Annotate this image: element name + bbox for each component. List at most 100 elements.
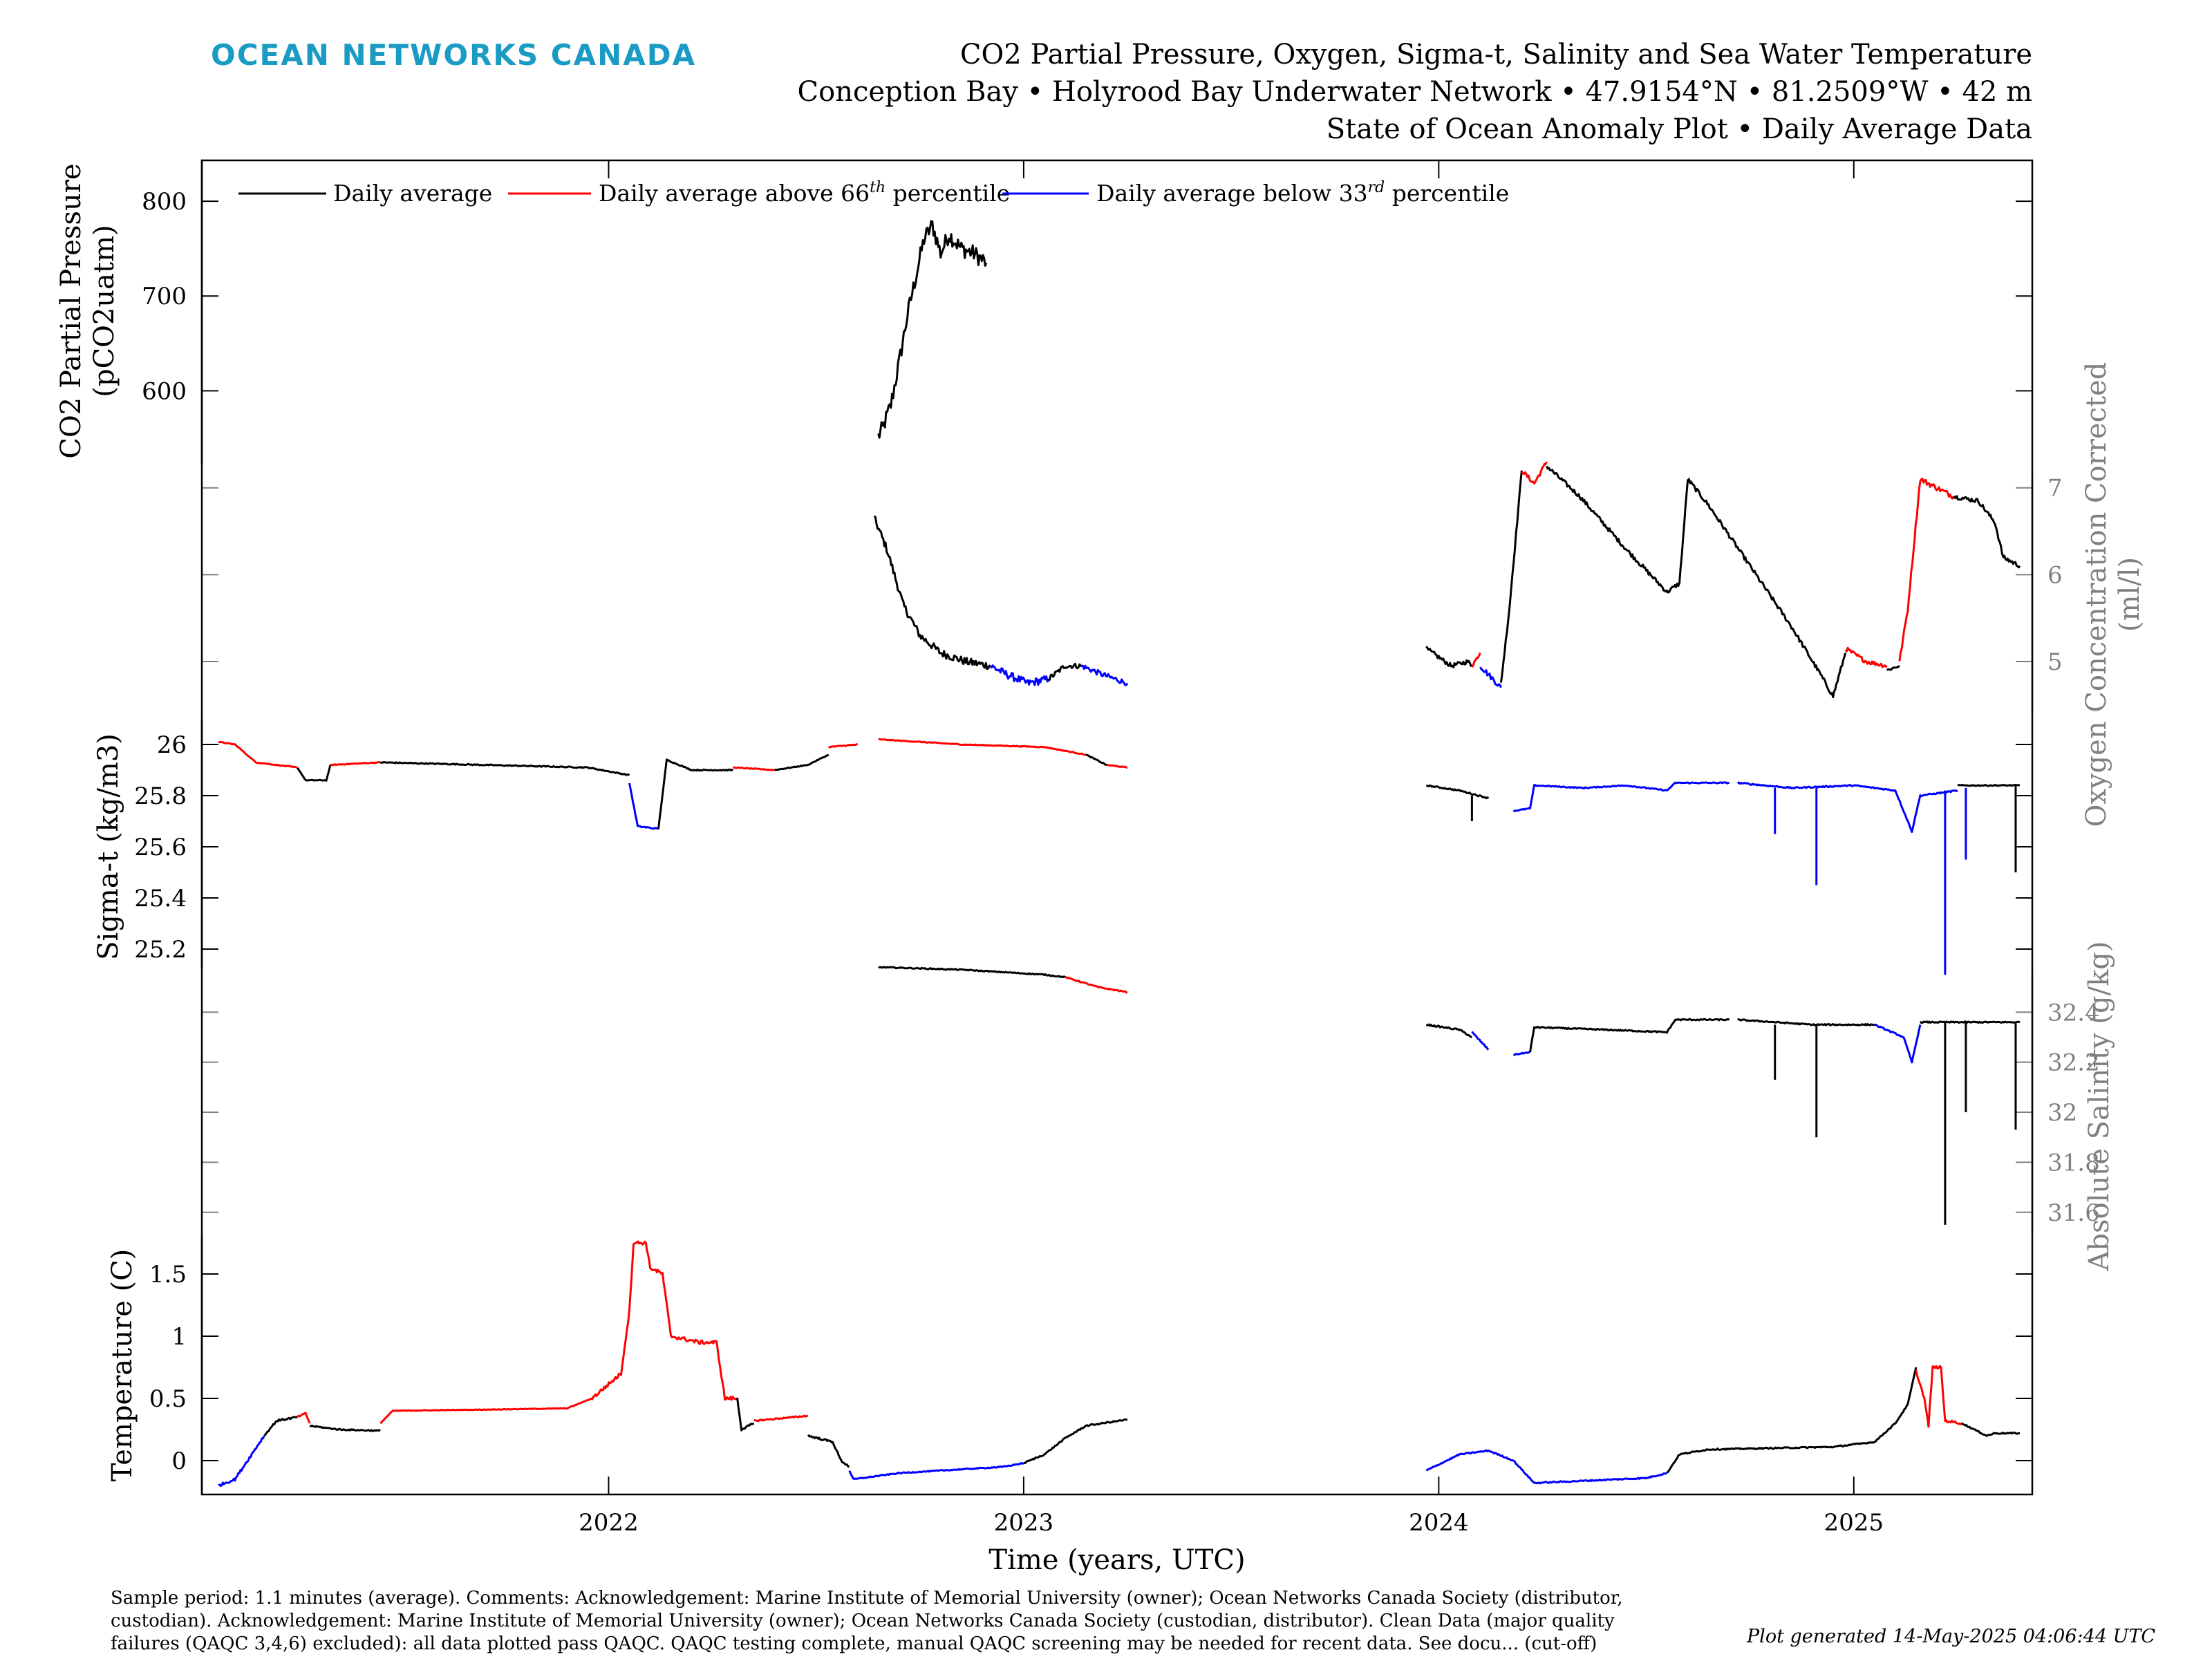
salinity-series-daily bbox=[1529, 1018, 1730, 1053]
temperature-series-below bbox=[848, 1462, 1024, 1480]
co2-y-axis-label-line: (pCO2uatm) bbox=[88, 225, 120, 397]
temperature-y-axis-label-line: Temperature (C) bbox=[106, 1249, 138, 1482]
salinity-series-daily bbox=[1919, 1020, 2021, 1024]
sigma-y-tick-label: 25.4 bbox=[134, 885, 187, 912]
sigma-panel: 25.2 25.4 25.6 25.8 26 Sigma-t (kg/m3) bbox=[93, 719, 2032, 975]
co2-series-daily bbox=[877, 220, 988, 439]
salinity-series-daily bbox=[1737, 1018, 1875, 1027]
oxygen-y-tick-label: 5 bbox=[2047, 648, 2063, 676]
sigma-series-daily bbox=[774, 753, 830, 771]
sigma-series-above bbox=[1106, 763, 1127, 769]
x-tick-label: 2023 bbox=[994, 1509, 1054, 1537]
sigma-y-tick-label: 25.6 bbox=[134, 834, 187, 861]
sigma-y-tick-label: 26 bbox=[157, 731, 187, 759]
salinity-y-tick-label: 31.6 bbox=[2047, 1199, 2100, 1227]
sigma-series-daily bbox=[296, 765, 332, 782]
oxygen-series-above bbox=[1471, 652, 1481, 668]
sigma-series-above bbox=[218, 740, 298, 769]
salinity-series-below bbox=[1513, 1051, 1530, 1056]
temperature-series-daily bbox=[263, 1416, 298, 1436]
legend-above-sup: th bbox=[870, 179, 885, 196]
temperature-series-daily bbox=[1666, 1367, 1918, 1474]
temperature-series-above bbox=[297, 1412, 311, 1424]
legend-label-daily: Daily average bbox=[333, 180, 492, 207]
legend: Daily average Daily average above 66th p… bbox=[238, 179, 1509, 207]
oxygen-series-daily bbox=[1499, 470, 1523, 683]
sigma-series-below bbox=[1737, 781, 1958, 833]
footer-line-3: failures (QAQC 3,4,6) excluded): all dat… bbox=[111, 1633, 1597, 1654]
salinity-series-daily bbox=[1425, 1023, 1472, 1038]
temperature-series-daily bbox=[1023, 1418, 1128, 1465]
oxygen-series-above bbox=[1521, 461, 1548, 485]
oxygen-series-daily bbox=[873, 515, 991, 671]
salinity-y-tick-label: 32.2 bbox=[2047, 1049, 2100, 1077]
generated-timestamp: Plot generated 14-May-2025 04:06:44 UTC bbox=[1746, 1626, 2155, 1647]
temperature-y-tick-label: 0.5 bbox=[149, 1385, 187, 1413]
sigma-series-above bbox=[733, 766, 775, 771]
temperature-series-below bbox=[1425, 1449, 1668, 1485]
oxygen-series-daily bbox=[1886, 665, 1900, 671]
plot-frame bbox=[200, 159, 2034, 1496]
sigma-series-above bbox=[330, 761, 381, 767]
legend-below-post: percentile bbox=[1385, 180, 1509, 207]
temperature-series-above bbox=[753, 1414, 808, 1423]
temperature-series-below bbox=[218, 1435, 265, 1488]
oxygen-y-tick-label: 7 bbox=[2047, 475, 2063, 503]
oxygen-y-axis-label: Oxygen Concentration Corrected(ml/l) bbox=[2081, 362, 2146, 827]
oxygen-y-tick-label: 6 bbox=[2047, 561, 2063, 589]
temperature-y-tick-label: 0 bbox=[171, 1447, 187, 1475]
salinity-series-above bbox=[1065, 976, 1128, 994]
oxygen-y-axis-label-line: (ml/l) bbox=[2114, 557, 2146, 632]
salinity-series-below bbox=[1471, 1031, 1490, 1051]
temperature-y-tick-label: 1.5 bbox=[149, 1261, 187, 1288]
temperature-series-daily bbox=[309, 1424, 381, 1432]
sigma-series-daily bbox=[1957, 784, 2021, 787]
sigma-y-axis-label: Sigma-t (kg/m3) bbox=[93, 733, 124, 960]
legend-above-post: percentile bbox=[885, 180, 1010, 207]
legend-below-text: Daily average below 33 bbox=[1096, 180, 1368, 207]
legend-label-above: Daily average above 66th percentile bbox=[599, 179, 1010, 207]
co2-y-tick-label: 800 bbox=[142, 188, 187, 216]
sigma-series-daily bbox=[379, 761, 630, 776]
legend-below-sup: rd bbox=[1368, 179, 1385, 196]
oxygen-panel: 5 6 7 Oxygen Concentration Corrected(ml/l) bbox=[202, 362, 2146, 827]
sigma-series-below bbox=[628, 782, 659, 830]
sigma-series-above bbox=[828, 743, 858, 749]
oxygen-series-above bbox=[1898, 478, 1955, 662]
oxygen-series-below bbox=[989, 664, 1050, 686]
oxygen-series-below bbox=[1479, 666, 1502, 688]
salinity-y-tick-label: 32.4 bbox=[2047, 999, 2100, 1027]
sigma-y-tick-label: 25.8 bbox=[134, 782, 187, 810]
temperature-series-daily bbox=[807, 1434, 850, 1468]
temperature-y-tick-label: 1 bbox=[171, 1323, 187, 1351]
x-tick-label: 2024 bbox=[1409, 1509, 1469, 1537]
sigma-y-axis-label-line: Sigma-t (kg/m3) bbox=[93, 733, 124, 960]
temperature-series-daily bbox=[736, 1397, 755, 1432]
sigma-series-below bbox=[1512, 781, 1730, 813]
co2-panel: 600 700 800 CO2 Partial Pressure(pCO2uatm) bbox=[55, 160, 2032, 463]
title-line-1: CO2 Partial Pressure, Oxygen, Sigma-t, S… bbox=[960, 39, 2032, 71]
temperature-panel: 0 0.5 1 1.5 Temperature (C) bbox=[106, 1237, 2032, 1494]
temperature-series-above bbox=[590, 1240, 738, 1401]
oxygen-series-below bbox=[1081, 664, 1129, 686]
salinity-y-axis-label: Absolute Salinity (g/kg) bbox=[2083, 941, 2115, 1271]
co2-y-tick-label: 700 bbox=[142, 283, 187, 310]
co2-y-axis-label: CO2 Partial Pressure(pCO2uatm) bbox=[55, 163, 120, 458]
panels: 600 700 800 CO2 Partial Pressure(pCO2uatm) 5… bbox=[55, 160, 2146, 1494]
x-axis-label: Time (years, UTC) bbox=[988, 1544, 1245, 1576]
oxygen-series-daily bbox=[1952, 495, 2021, 569]
oxygen-series-daily bbox=[1047, 662, 1082, 682]
sigma-series-daily bbox=[1425, 784, 1490, 800]
salinity-series-below bbox=[1874, 1023, 1922, 1064]
sigma-series-daily bbox=[657, 758, 734, 830]
sigma-series-daily bbox=[1085, 753, 1107, 767]
sigma-series-above bbox=[878, 738, 1087, 756]
oxygen-series-above bbox=[1844, 646, 1888, 668]
x-axis: 2022 2023 2024 2025 bbox=[579, 160, 1884, 1537]
co2-y-tick-label: 600 bbox=[142, 377, 187, 405]
logo: OCEAN NETWORKS CANADA bbox=[211, 38, 696, 72]
oxygen-y-axis-label-line: Oxygen Concentration Corrected bbox=[2081, 362, 2112, 827]
salinity-y-axis-label-line: Absolute Salinity (g/kg) bbox=[2083, 941, 2115, 1271]
oxygen-series-daily bbox=[1546, 465, 1847, 699]
